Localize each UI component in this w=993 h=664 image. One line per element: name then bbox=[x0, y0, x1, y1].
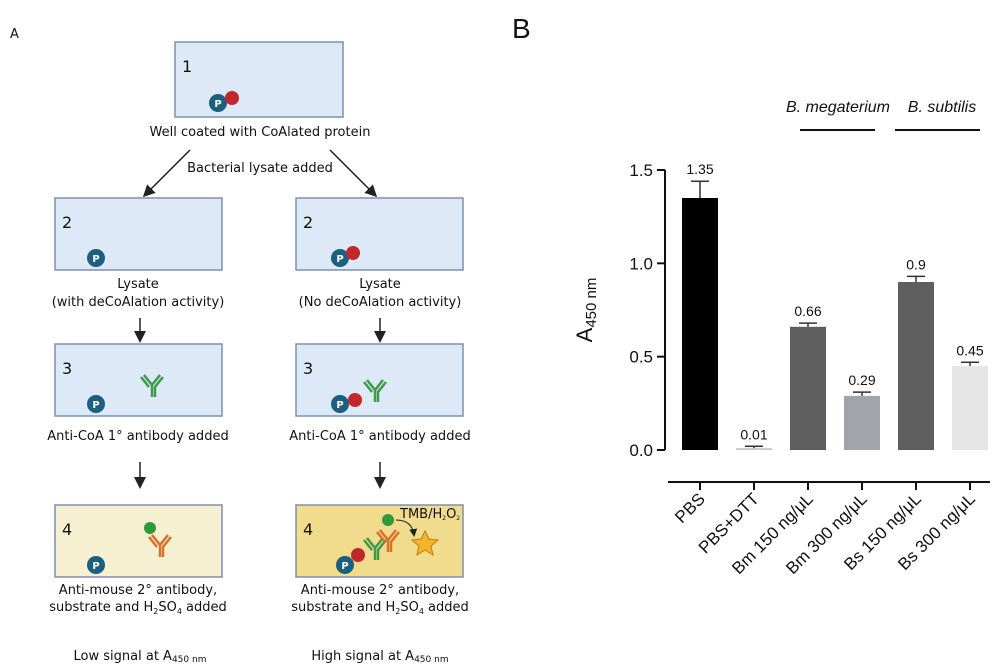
caption: substrate and H2SO4 added bbox=[291, 600, 469, 616]
caption: substrate and H2SO4 added bbox=[49, 600, 227, 616]
y-label-part: A bbox=[572, 327, 597, 342]
bar bbox=[844, 396, 880, 450]
caption-part: substrate and H bbox=[49, 600, 153, 615]
group-label: B. megaterium bbox=[786, 99, 890, 116]
panel-b: B B. megaterium B. subtilis A450 nm 0.0 0… bbox=[512, 13, 990, 578]
y-tick-label: 1.0 bbox=[629, 254, 653, 273]
bar bbox=[790, 327, 826, 450]
value-label: 0.9 bbox=[906, 256, 926, 272]
step-number: 3 bbox=[303, 359, 313, 378]
caption: Well coated with CoAlated protein bbox=[150, 125, 371, 140]
y-tick-label: 0.0 bbox=[629, 441, 653, 460]
step-number: 3 bbox=[62, 359, 72, 378]
well bbox=[55, 505, 222, 577]
bar bbox=[682, 198, 718, 450]
panel-a: A 1 P Well coated with CoAlated protein … bbox=[10, 27, 471, 664]
value-label: 0.45 bbox=[956, 342, 983, 358]
step-number: 4 bbox=[62, 520, 72, 539]
bar bbox=[736, 448, 772, 450]
p-icon: P bbox=[92, 561, 99, 572]
p-icon: P bbox=[214, 99, 221, 110]
well bbox=[296, 344, 463, 416]
bar bbox=[952, 366, 988, 450]
caption: Anti-CoA 1° antibody added bbox=[47, 429, 228, 444]
step-number: 4 bbox=[303, 520, 313, 539]
step-number: 2 bbox=[62, 213, 72, 232]
p-icon: P bbox=[336, 254, 343, 265]
result: High signal at A450 nm bbox=[311, 649, 448, 664]
value-label: 0.01 bbox=[740, 426, 767, 442]
y-tick-label: 1.5 bbox=[629, 161, 653, 180]
reagent-label: TMB/H2O2 bbox=[399, 507, 460, 522]
well bbox=[296, 198, 463, 270]
step-number: 1 bbox=[182, 57, 192, 76]
panel-label: A bbox=[10, 27, 19, 42]
value-label: 1.35 bbox=[686, 161, 713, 177]
step-number: 2 bbox=[303, 213, 313, 232]
panel-label: B bbox=[512, 13, 531, 44]
subscript: 450 nm bbox=[414, 655, 449, 664]
x-tick-label: PBS bbox=[671, 489, 708, 526]
y-tick-label: 0.5 bbox=[629, 348, 653, 367]
p-icon: P bbox=[92, 400, 99, 411]
p-icon: P bbox=[336, 400, 343, 411]
caption: Lysate bbox=[359, 277, 401, 292]
value-label: 0.66 bbox=[794, 303, 821, 319]
caption: Lysate bbox=[117, 277, 159, 292]
group-label: B. subtilis bbox=[908, 99, 976, 116]
subscript: 450 nm bbox=[172, 655, 207, 664]
caption: Anti-mouse 2° antibody, bbox=[301, 583, 459, 598]
reagent-part: O bbox=[446, 507, 456, 522]
p-icon: P bbox=[92, 254, 99, 265]
figure: A 1 P Well coated with CoAlated protein … bbox=[0, 0, 993, 664]
caption-part: substrate and H bbox=[291, 600, 395, 615]
result-text: High signal at A bbox=[311, 649, 414, 664]
caption: Bacterial lysate added bbox=[187, 161, 333, 176]
value-label: 0.29 bbox=[848, 372, 875, 388]
bar bbox=[898, 282, 934, 450]
result: Low signal at A450 nm bbox=[74, 649, 207, 664]
caption: Anti-mouse 2° antibody, bbox=[59, 583, 217, 598]
subscript: 2 bbox=[456, 515, 460, 522]
caption-part: SO bbox=[400, 600, 418, 615]
well bbox=[55, 344, 222, 416]
well bbox=[175, 42, 343, 117]
y-axis-label: A450 nm bbox=[572, 278, 600, 343]
caption-part: added bbox=[182, 600, 227, 615]
caption-part: added bbox=[424, 600, 469, 615]
y-label-sub: 450 nm bbox=[583, 278, 600, 328]
caption: Anti-CoA 1° antibody added bbox=[289, 429, 470, 444]
result-text: Low signal at A bbox=[74, 649, 173, 664]
p-icon: P bbox=[341, 561, 348, 572]
well bbox=[55, 198, 222, 270]
reagent-part: TMB/H bbox=[399, 507, 442, 522]
caption: (with deCoAlation activity) bbox=[52, 295, 225, 310]
caption-part: SO bbox=[158, 600, 176, 615]
caption: (No deCoAlation activity) bbox=[299, 295, 462, 310]
